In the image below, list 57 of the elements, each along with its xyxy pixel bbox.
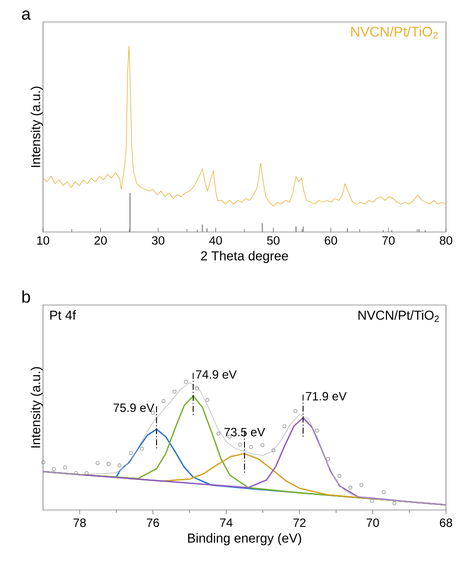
x-tick-label: 20 [94, 236, 107, 245]
chart-title: b [22, 290, 30, 303]
x-tick-label: 76 [146, 518, 160, 527]
point [162, 399, 166, 403]
x-tick-label: 70 [366, 518, 379, 527]
x-tick-label: 10 [37, 236, 50, 245]
x-tick-label: 70 [382, 236, 395, 245]
point [392, 501, 396, 506]
chart-title: a [22, 10, 31, 20]
point [172, 390, 176, 394]
point [249, 445, 253, 449]
point [184, 380, 188, 384]
point [338, 474, 342, 478]
point [294, 409, 298, 413]
x-tick-label: 68 [440, 518, 452, 527]
x-axis-title: Binding energy (eV) [188, 533, 302, 546]
point [206, 398, 210, 402]
point [326, 457, 330, 461]
text: NVCN/Pt/TiO$_{2}$ [351, 26, 438, 39]
annotation: 75.9 eV [114, 404, 154, 412]
annotation: 74.9 eV [196, 370, 237, 379]
point [382, 490, 386, 494]
point [238, 442, 242, 447]
x-tick-label: 50 [267, 236, 280, 245]
point [106, 462, 110, 466]
x-tick-label: 80 [440, 236, 452, 245]
point [74, 471, 78, 475]
point [84, 471, 88, 475]
point [370, 499, 374, 503]
x-tick-label: 30 [152, 236, 164, 245]
point [348, 486, 352, 490]
point [272, 448, 276, 452]
text: NVCN/Pt/TiO$_{2}$ [358, 310, 439, 322]
point [195, 386, 199, 390]
point [360, 483, 364, 487]
point [216, 432, 220, 436]
x-tick-label: 78 [74, 518, 86, 527]
point [282, 424, 286, 428]
x-axis-title: 2 Theta degree [201, 250, 288, 264]
point [96, 461, 100, 465]
point [118, 464, 122, 468]
point [42, 460, 46, 464]
annotation: 73.5 eV [224, 428, 266, 436]
point [129, 451, 133, 455]
point [315, 428, 319, 432]
point [63, 466, 67, 470]
x-tick-label: 72 [293, 518, 306, 527]
point [140, 446, 144, 450]
x-tick-label: 60 [324, 236, 338, 245]
text: Pt 4f [50, 310, 76, 320]
annotation: 71.9 eV [306, 392, 347, 400]
y-axis-title: Intensity (a.u.) [30, 367, 43, 448]
point [52, 467, 56, 471]
point [260, 443, 264, 448]
x-tick-label: 74 [220, 518, 232, 527]
y-axis-title: Intensity (a.u.) [30, 86, 43, 167]
x-tick-label: 40 [209, 236, 222, 245]
